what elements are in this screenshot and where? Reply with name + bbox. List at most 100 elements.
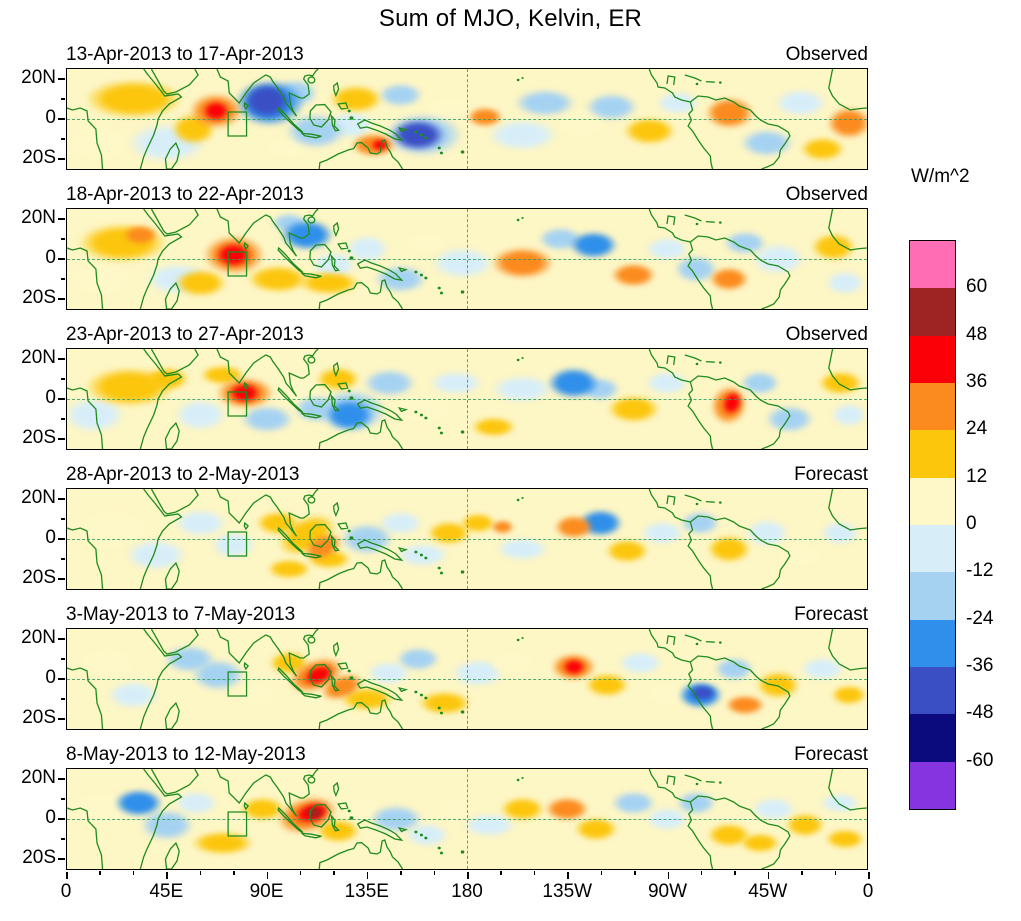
y-axis-tick-label: 20S <box>22 707 56 728</box>
x-axis-tick-label: 135W <box>542 881 593 902</box>
colorbar-tick-label: 60 <box>966 276 988 298</box>
anomaly-blob <box>240 405 294 433</box>
axis-tick <box>58 718 65 720</box>
map-panel <box>66 628 868 730</box>
anomaly-blob <box>75 647 139 679</box>
x-axis-tick-label: 45W <box>748 881 788 902</box>
axis-tick <box>58 78 65 80</box>
axis-minor-tick <box>400 871 402 875</box>
panel-mode-label: Forecast <box>794 464 868 485</box>
axis-tick <box>58 778 65 780</box>
y-axis-tick-label: 20N <box>21 487 56 508</box>
axis-tick <box>58 258 65 260</box>
coastline-path <box>67 489 867 589</box>
panel-date-range: 8-May-2013 to 12-May-2013 <box>66 744 306 765</box>
anomaly-blob <box>562 659 585 675</box>
anomaly-blob <box>191 831 254 855</box>
colorbar-tick-label: -36 <box>966 655 994 676</box>
anomaly-blob <box>173 399 227 431</box>
panel-date-range: 3-May-2013 to 7-May-2013 <box>66 604 296 625</box>
anomaly-blob <box>547 367 601 399</box>
x-axis-tick-label: 45E <box>149 881 184 902</box>
colorbar-cell <box>910 477 955 525</box>
colorbar-cell <box>910 382 955 431</box>
anomaly-blob <box>122 225 159 245</box>
colorbar <box>909 240 956 810</box>
anomaly-blob <box>584 673 630 697</box>
anomaly-blob <box>471 417 516 437</box>
anomaly-blob <box>824 829 865 849</box>
anomaly-blob <box>718 105 741 121</box>
panel-header: 8-May-2013 to 12-May-2013 Forecast <box>66 740 868 766</box>
colorbar-cell <box>910 714 955 762</box>
axis-tick <box>58 218 65 220</box>
colorbar-cell <box>910 241 955 289</box>
map-panel <box>66 348 868 450</box>
axis-tick <box>66 872 68 879</box>
coastline-map <box>67 629 867 729</box>
y-axis-tick-label: 20N <box>21 207 56 228</box>
colorbar-cell <box>910 761 955 809</box>
panel-mode-label: Observed <box>785 324 868 345</box>
colorbar-cell <box>910 288 955 336</box>
axis-minor-tick <box>61 378 65 380</box>
map-wrap: 20N 0 20S 0 45E 90E 135E 180 135W 90W 45W 0 <box>21 767 873 902</box>
anomaly-blob <box>655 91 701 115</box>
anomaly-blob <box>491 520 514 534</box>
anomaly-blob <box>460 513 496 533</box>
axis-tick <box>58 538 65 540</box>
axis-tick <box>366 872 369 879</box>
anomaly-blob <box>611 791 656 815</box>
panel-header: 3-May-2013 to 7-May-2013 Forecast <box>66 600 868 626</box>
map-panel <box>66 208 868 310</box>
anomaly-blob <box>640 521 685 545</box>
coastline-path <box>67 349 867 449</box>
anomaly-blob <box>107 681 161 709</box>
axis-minor-tick <box>61 558 65 560</box>
panel-mode-label: Forecast <box>794 744 868 765</box>
colorbar-cell <box>910 335 955 383</box>
y-axis-tick-label: 0 <box>45 527 56 548</box>
y-axis-tick-label: 20S <box>22 567 56 588</box>
axis-tick <box>166 872 168 879</box>
roi-box <box>228 532 246 556</box>
colorbar-tick-label: 48 <box>966 323 988 345</box>
anomaly-blob <box>724 695 765 715</box>
axis-tick <box>58 298 65 300</box>
axis-minor-tick <box>500 871 502 875</box>
axis-minor-tick <box>734 871 736 875</box>
anomaly-blob <box>831 685 867 705</box>
panel-date-range: 28-Apr-2013 to 2-May-2013 <box>66 464 300 485</box>
coastline-path <box>67 769 867 869</box>
axis-minor-tick <box>700 871 703 875</box>
roi-box <box>228 392 246 416</box>
panel: 23-Apr-2013 to 27-Apr-2013 Observed 20N 0 2… <box>21 320 868 450</box>
y-axis-tick-label: 20N <box>21 347 56 368</box>
anomaly-blob <box>113 789 163 817</box>
panel-date-range: 23-Apr-2013 to 27-Apr-2013 <box>66 324 304 345</box>
anomaly-blob <box>709 267 750 291</box>
anomaly-blob <box>495 537 550 561</box>
colorbar-tick-label: 36 <box>966 371 988 392</box>
panel-header: 18-Apr-2013 to 22-Apr-2013 Observed <box>66 180 868 206</box>
x-axis-tick-label: 180 <box>451 881 483 902</box>
map-wrap: 20N 0 20S <box>21 347 868 450</box>
panels-column: 13-Apr-2013 to 17-Apr-2013 Observed 20N 0 2… <box>21 40 873 902</box>
axis-minor-tick <box>233 871 235 875</box>
anomaly-blob <box>304 807 323 819</box>
panel-mode-label: Forecast <box>794 604 868 625</box>
colorbar-tick-label: -60 <box>966 749 994 771</box>
colorbar-tick-label: 0 <box>966 513 977 534</box>
anomaly-blob <box>173 509 227 537</box>
anomaly-blob <box>569 231 619 259</box>
roi-box <box>228 672 246 696</box>
y-axis-tick-label: 0 <box>45 807 56 828</box>
anomaly-blob <box>820 793 861 813</box>
anomaly-blob <box>644 371 690 395</box>
map-wrap: 20N 0 20S <box>21 487 868 590</box>
axis-minor-tick <box>61 658 65 660</box>
anomaly-blob <box>618 651 663 675</box>
colorbar-cell <box>910 430 955 478</box>
coastline-path <box>67 209 867 309</box>
anomaly-blob <box>489 651 534 675</box>
